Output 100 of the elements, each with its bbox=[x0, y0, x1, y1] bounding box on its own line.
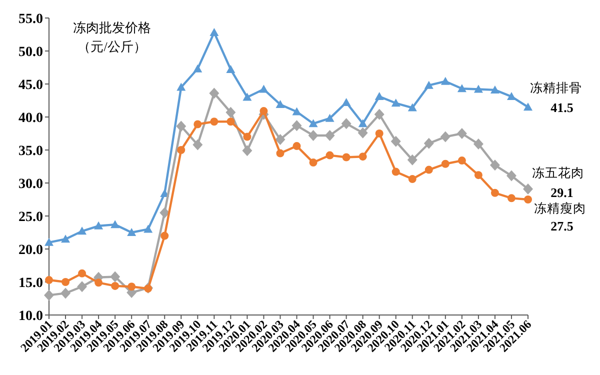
point bbox=[324, 130, 335, 141]
point bbox=[342, 98, 351, 106]
point bbox=[374, 92, 384, 100]
point bbox=[441, 160, 450, 168]
point bbox=[110, 220, 120, 228]
point bbox=[78, 269, 86, 278]
y-tick-label: 10.0 bbox=[18, 309, 43, 324]
point bbox=[275, 134, 286, 145]
series-label: 冻精排骨 bbox=[530, 81, 582, 96]
point bbox=[242, 92, 252, 101]
point bbox=[507, 194, 516, 202]
point bbox=[458, 156, 466, 165]
point bbox=[325, 114, 334, 122]
y-tick-label: 40.0 bbox=[18, 111, 43, 126]
point bbox=[193, 64, 202, 72]
chart-title: 冻肉批发价格 bbox=[73, 20, 151, 35]
point bbox=[110, 271, 120, 282]
point bbox=[62, 278, 70, 286]
point bbox=[94, 278, 103, 287]
y-tick-label: 50.0 bbox=[18, 45, 43, 60]
point bbox=[506, 92, 516, 100]
point bbox=[194, 120, 202, 128]
y-tick-label: 35.0 bbox=[18, 144, 43, 159]
point bbox=[209, 88, 220, 99]
y-tick-label: 15.0 bbox=[18, 276, 43, 291]
point bbox=[44, 238, 54, 246]
point bbox=[391, 98, 400, 107]
point bbox=[259, 84, 268, 93]
point bbox=[127, 228, 136, 236]
point bbox=[144, 224, 153, 233]
data-label: 41.5 bbox=[550, 100, 574, 116]
point bbox=[77, 281, 88, 292]
point bbox=[44, 290, 54, 301]
data-label: 29.1 bbox=[550, 184, 574, 200]
point bbox=[144, 284, 152, 293]
point bbox=[61, 234, 70, 243]
point bbox=[326, 151, 334, 160]
point bbox=[242, 145, 252, 156]
point bbox=[375, 130, 384, 138]
point bbox=[45, 276, 53, 284]
point bbox=[226, 118, 235, 126]
y-tick-label: 30.0 bbox=[18, 177, 43, 192]
point bbox=[111, 282, 120, 290]
point bbox=[309, 158, 318, 167]
point bbox=[94, 221, 104, 230]
point bbox=[176, 82, 186, 91]
point bbox=[440, 131, 450, 142]
data-label: 27.5 bbox=[550, 218, 574, 234]
point bbox=[456, 128, 467, 139]
point bbox=[192, 139, 203, 150]
point bbox=[523, 183, 533, 194]
point bbox=[490, 188, 499, 197]
point bbox=[210, 28, 219, 36]
point bbox=[276, 149, 284, 158]
point bbox=[473, 138, 484, 150]
point bbox=[342, 153, 350, 162]
point bbox=[392, 168, 400, 176]
point bbox=[424, 138, 434, 149]
text: （元/公斤） bbox=[78, 39, 146, 54]
point bbox=[457, 84, 466, 92]
point bbox=[490, 85, 500, 94]
point bbox=[160, 232, 169, 240]
point bbox=[474, 84, 483, 93]
point bbox=[292, 142, 301, 150]
point bbox=[358, 127, 368, 138]
point bbox=[424, 80, 434, 89]
point bbox=[358, 119, 368, 128]
point bbox=[374, 108, 384, 120]
point bbox=[308, 130, 318, 141]
point bbox=[226, 106, 236, 118]
point bbox=[490, 160, 500, 171]
point bbox=[524, 102, 532, 111]
series-label: 冻精瘦肉 bbox=[534, 202, 586, 216]
point bbox=[226, 64, 236, 73]
point bbox=[341, 118, 352, 130]
point bbox=[160, 207, 170, 218]
point bbox=[440, 76, 450, 85]
point bbox=[60, 288, 71, 299]
point bbox=[177, 146, 186, 154]
point bbox=[78, 226, 87, 235]
point bbox=[276, 100, 285, 108]
point bbox=[408, 103, 417, 112]
point bbox=[128, 282, 136, 291]
point bbox=[407, 154, 418, 166]
point bbox=[260, 107, 268, 116]
point bbox=[358, 152, 367, 161]
point bbox=[210, 118, 218, 126]
y-tick-label: 25.0 bbox=[18, 210, 43, 225]
point bbox=[390, 136, 401, 147]
y-tick-label: 55.0 bbox=[18, 12, 43, 27]
point bbox=[408, 175, 416, 184]
point bbox=[176, 120, 186, 132]
y-tick-label: 45.0 bbox=[18, 78, 43, 93]
point bbox=[424, 166, 433, 174]
point bbox=[524, 196, 532, 204]
point bbox=[292, 120, 302, 132]
point bbox=[474, 171, 482, 180]
point bbox=[506, 170, 516, 182]
series-label: 冻五花肉 bbox=[532, 166, 584, 180]
y-tick-label: 20.0 bbox=[18, 243, 43, 258]
